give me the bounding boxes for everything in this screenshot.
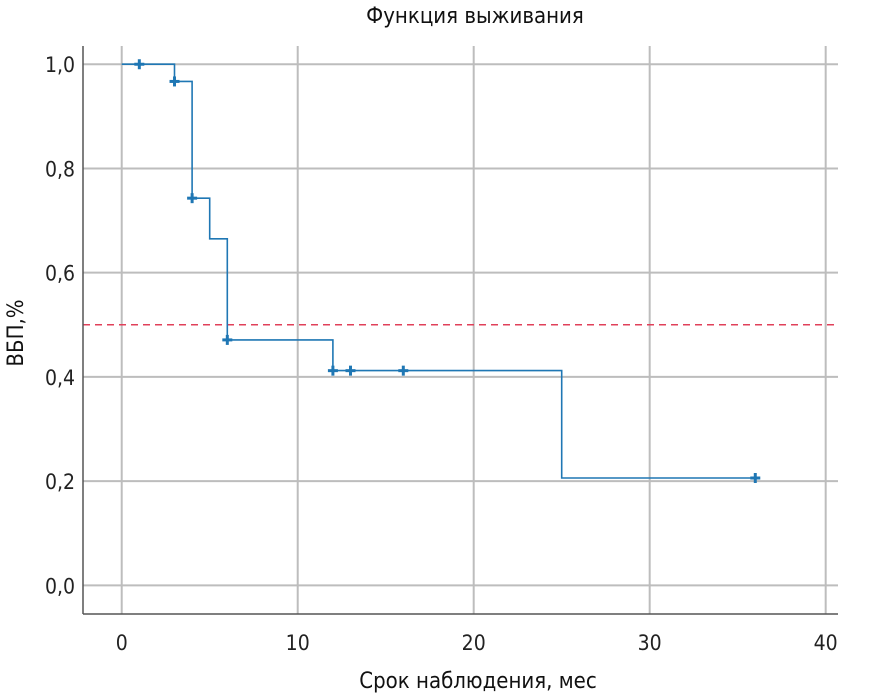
chart-title: Функция выживания	[366, 4, 584, 29]
y-tick-label: 0,2	[45, 470, 75, 494]
x-tick-label: 10	[286, 631, 310, 655]
censor-marker	[327, 365, 338, 376]
survival-step-line	[121, 63, 756, 479]
x-tick-label: 40	[814, 631, 838, 655]
x-tick-label: 20	[462, 631, 486, 655]
censor-marker	[187, 193, 198, 204]
censor-marker	[169, 76, 180, 87]
censor-marker	[750, 472, 761, 483]
axes	[82, 46, 838, 615]
x-axis-label: Срок наблюдения, мес	[359, 669, 596, 694]
y-axis-label: ВБП,%	[4, 299, 29, 366]
tick-labels: 0 10 20 30 40 0,0 0,2 0,4 0,6 0,8 1,0	[45, 53, 838, 655]
x-tick-label: 0	[116, 631, 128, 655]
y-tick-label: 0,6	[45, 262, 75, 286]
y-tick-label: 0,4	[45, 366, 75, 390]
y-tick-label: 0,0	[45, 574, 75, 598]
censor-marker	[398, 365, 409, 376]
censor-marker	[222, 334, 233, 345]
y-tick-label: 0,8	[45, 157, 75, 181]
y-tick-label: 1,0	[45, 53, 75, 77]
censor-marker	[345, 365, 356, 376]
series-group	[121, 59, 761, 483]
x-tick-label: 30	[638, 631, 662, 655]
censor-marker	[134, 59, 145, 70]
grid	[83, 46, 838, 614]
